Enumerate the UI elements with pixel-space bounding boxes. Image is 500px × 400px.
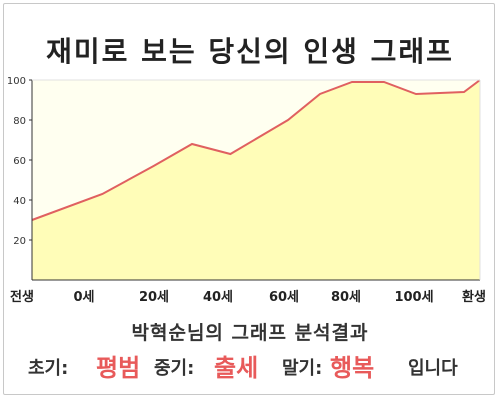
x-tick-label: 40세 — [203, 290, 233, 305]
y-tick-label: 80 — [13, 116, 26, 127]
early-value: 평범 — [96, 354, 141, 382]
middle-label: 중기: — [154, 358, 195, 379]
early-label: 초기: — [28, 358, 69, 379]
middle-value: 출세 — [214, 354, 259, 382]
area-fill — [32, 80, 480, 280]
x-tick-label: 전생 — [10, 289, 34, 305]
x-tick-label: 60세 — [269, 290, 299, 305]
analysis-summary: 박혁순님의 그래프 분석결과 — [131, 322, 369, 344]
chart-title: 재미로 보는 당신의 인생 그래프 — [46, 35, 454, 68]
analysis-result: 초기: 평범 중기: 출세 말기: 행복 입니다 — [0, 346, 500, 382]
y-tick-label: 20 — [13, 236, 26, 247]
x-tick-label: 20세 — [139, 290, 169, 305]
series-line — [31, 79, 481, 221]
late-label: 말기: — [282, 358, 323, 379]
card-frame — [3, 3, 495, 395]
y-tick-label: 100 — [7, 76, 26, 87]
x-tick-label: 0세 — [73, 290, 94, 305]
x-tick-label: 100세 — [394, 290, 433, 305]
y-tick-label: 40 — [13, 196, 26, 207]
x-tick-label: 환생 — [462, 289, 486, 305]
late-value: 행복 — [330, 354, 375, 382]
ending-text: 입니다 — [408, 358, 458, 379]
y-tick-label: 60 — [13, 156, 26, 167]
x-tick-label: 80세 — [331, 290, 361, 305]
